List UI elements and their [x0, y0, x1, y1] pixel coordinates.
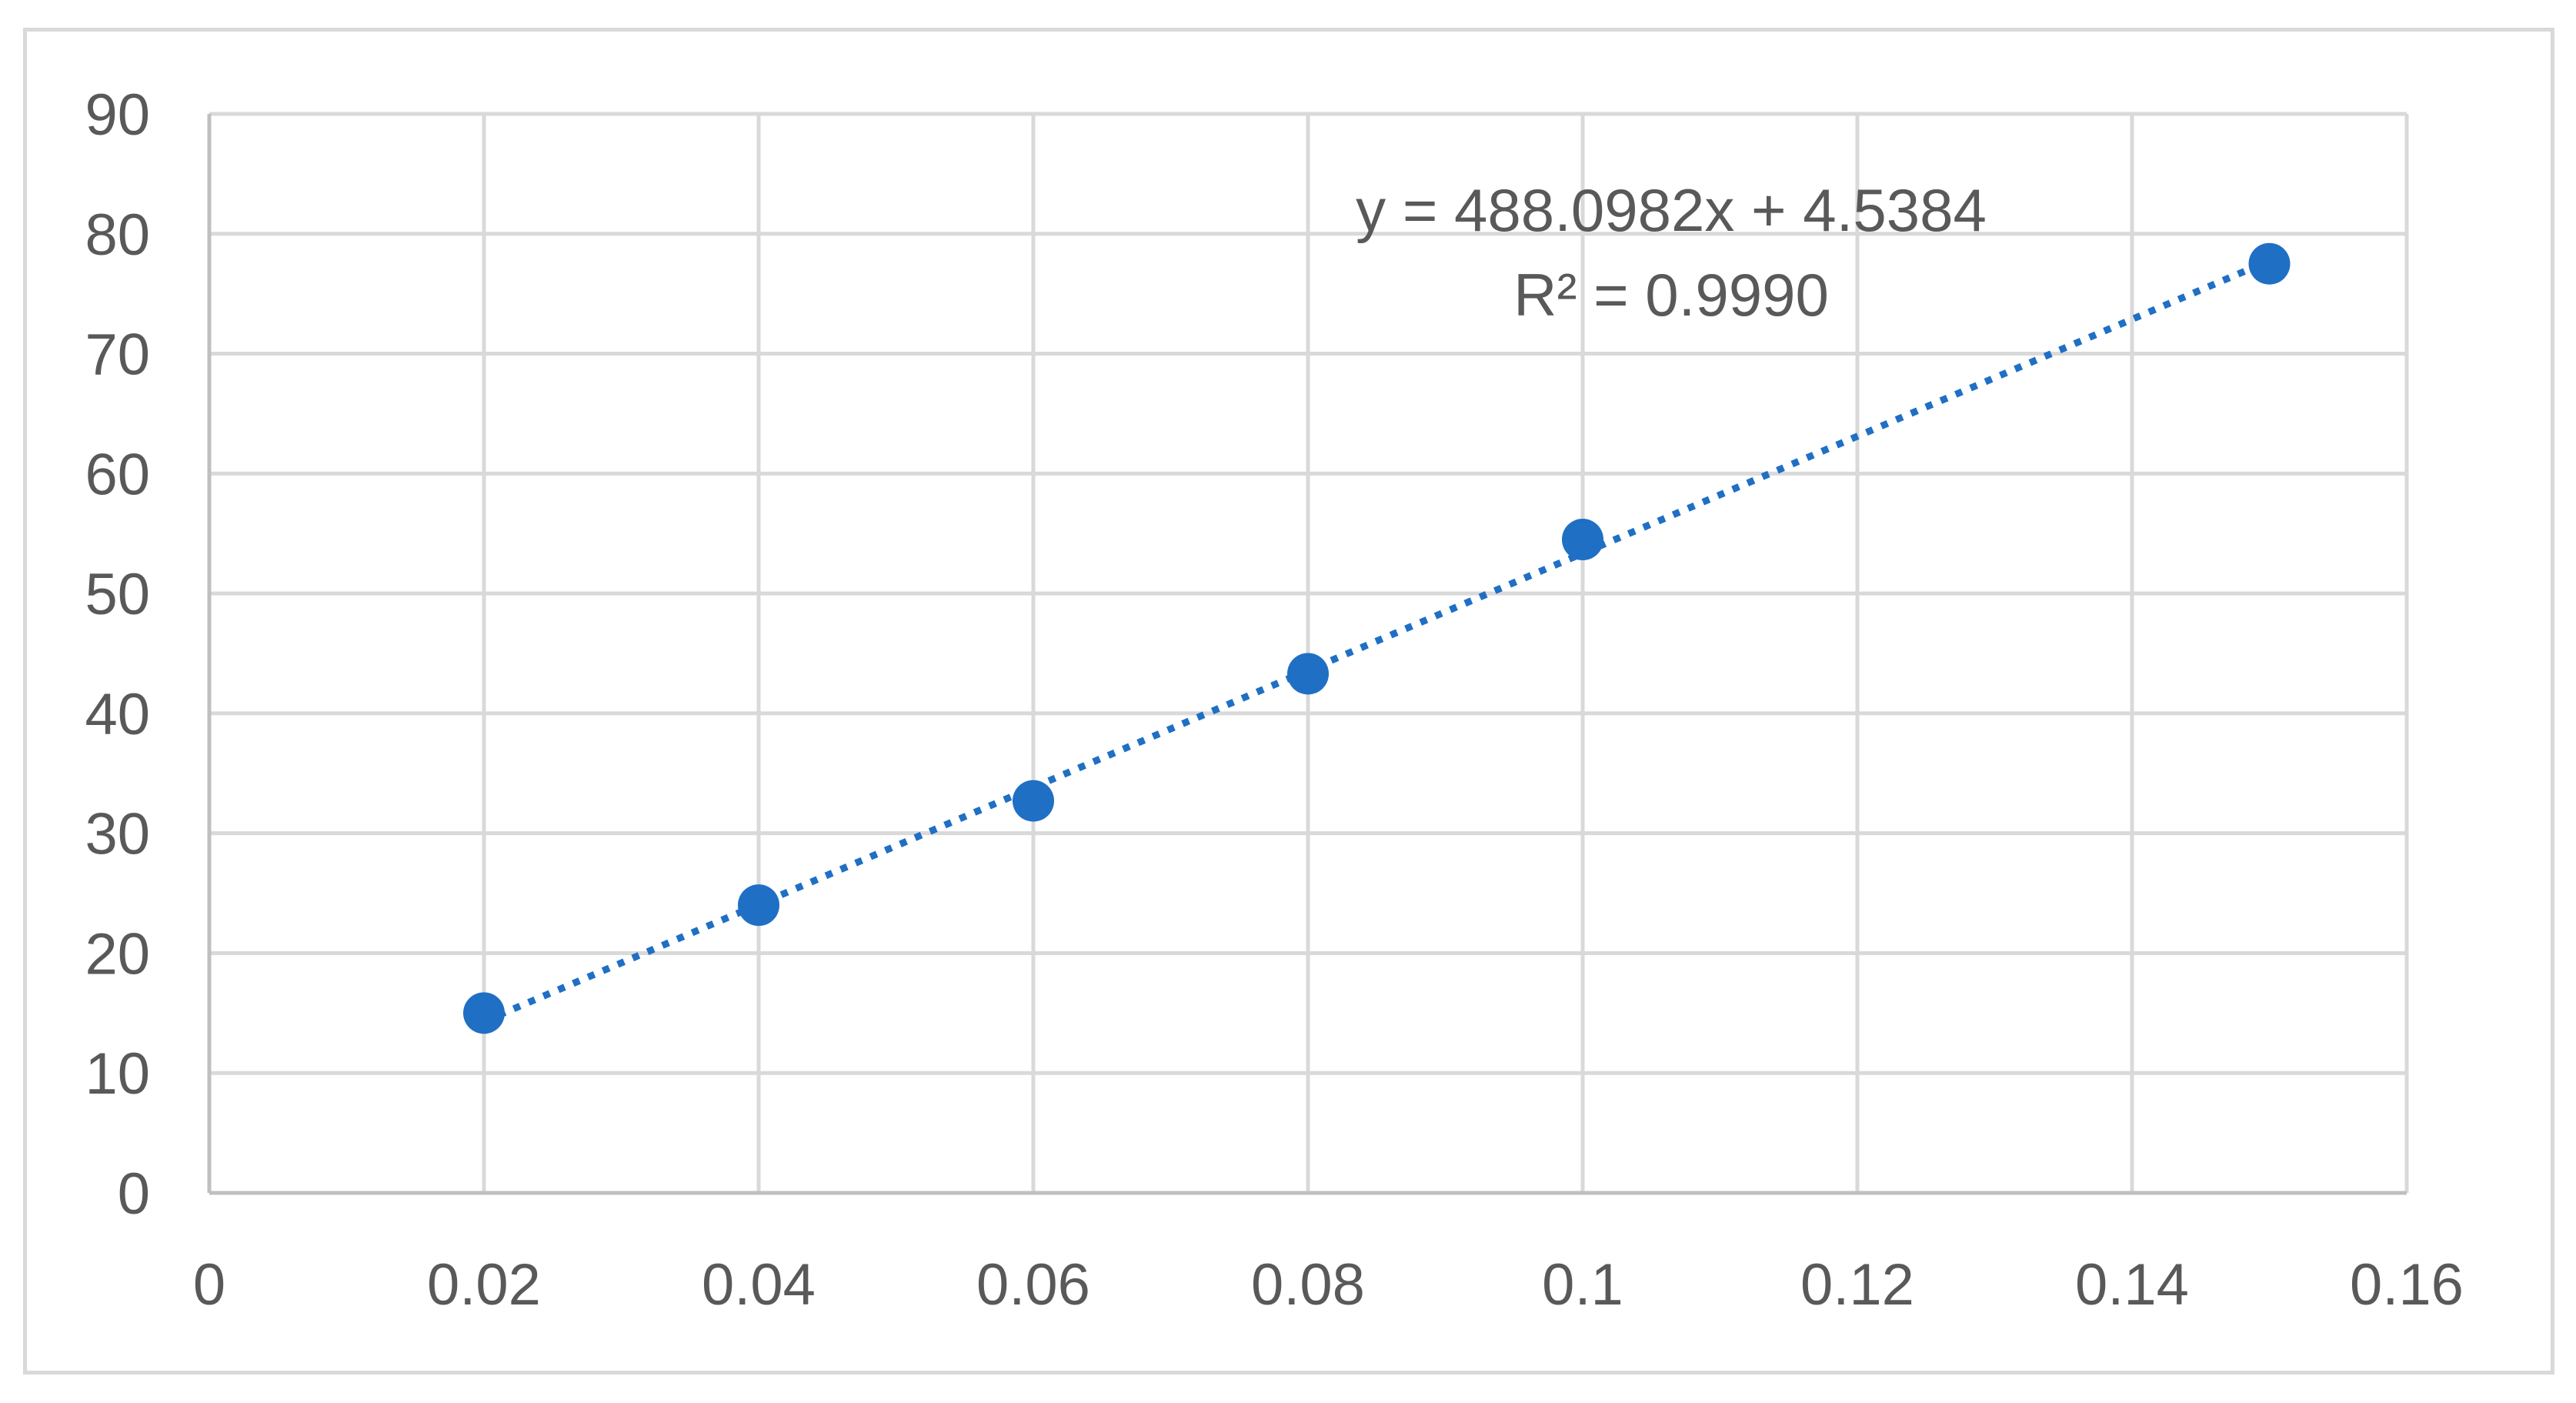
data-point — [1562, 519, 1603, 561]
data-point — [1287, 653, 1329, 695]
y-tick-label: 10 — [85, 1041, 150, 1107]
y-tick-label: 0 — [118, 1161, 150, 1227]
y-tick-label: 30 — [85, 802, 150, 867]
trendline-group — [482, 257, 2271, 1025]
y-tick-labels: 0 10 20 30 40 50 60 70 80 90 — [85, 82, 150, 1227]
y-tick-label: 80 — [85, 202, 150, 268]
x-tick-label: 0.14 — [2075, 1252, 2189, 1318]
y-tick-label: 60 — [85, 442, 150, 507]
grid-lines — [209, 112, 2409, 1193]
y-tick-label: 70 — [85, 322, 150, 388]
x-tick-label: 0.06 — [976, 1252, 1090, 1318]
x-tick-labels: 0 0.02 0.04 0.06 0.08 0.1 0.12 0.14 0.16 — [193, 1252, 2464, 1318]
data-point — [463, 992, 505, 1034]
trendline-annotation: y = 488.0982x + 4.5384 R² = 0.9990 — [1356, 176, 1987, 329]
data-points — [463, 242, 2291, 1034]
data-point — [1013, 780, 1054, 822]
trendline — [482, 257, 2271, 1025]
y-tick-label: 40 — [85, 682, 150, 747]
y-tick-label: 20 — [85, 921, 150, 987]
x-tick-label: 0.1 — [1542, 1252, 1623, 1318]
trendline-equation: y = 488.0982x + 4.5384 — [1356, 176, 1987, 244]
x-tick-label: 0.08 — [1251, 1252, 1365, 1318]
x-tick-label: 0.04 — [702, 1252, 816, 1318]
x-tick-label: 0 — [193, 1252, 225, 1318]
trendline-r-squared: R² = 0.9990 — [1513, 261, 1829, 329]
data-point — [2248, 242, 2291, 285]
data-point — [738, 884, 779, 927]
x-tick-label: 0.16 — [2350, 1252, 2464, 1318]
axes — [207, 114, 2407, 1195]
y-tick-label: 90 — [85, 82, 150, 148]
x-tick-label: 0.02 — [427, 1252, 541, 1318]
y-tick-label: 50 — [85, 562, 150, 627]
x-tick-label: 0.12 — [1800, 1252, 1914, 1318]
